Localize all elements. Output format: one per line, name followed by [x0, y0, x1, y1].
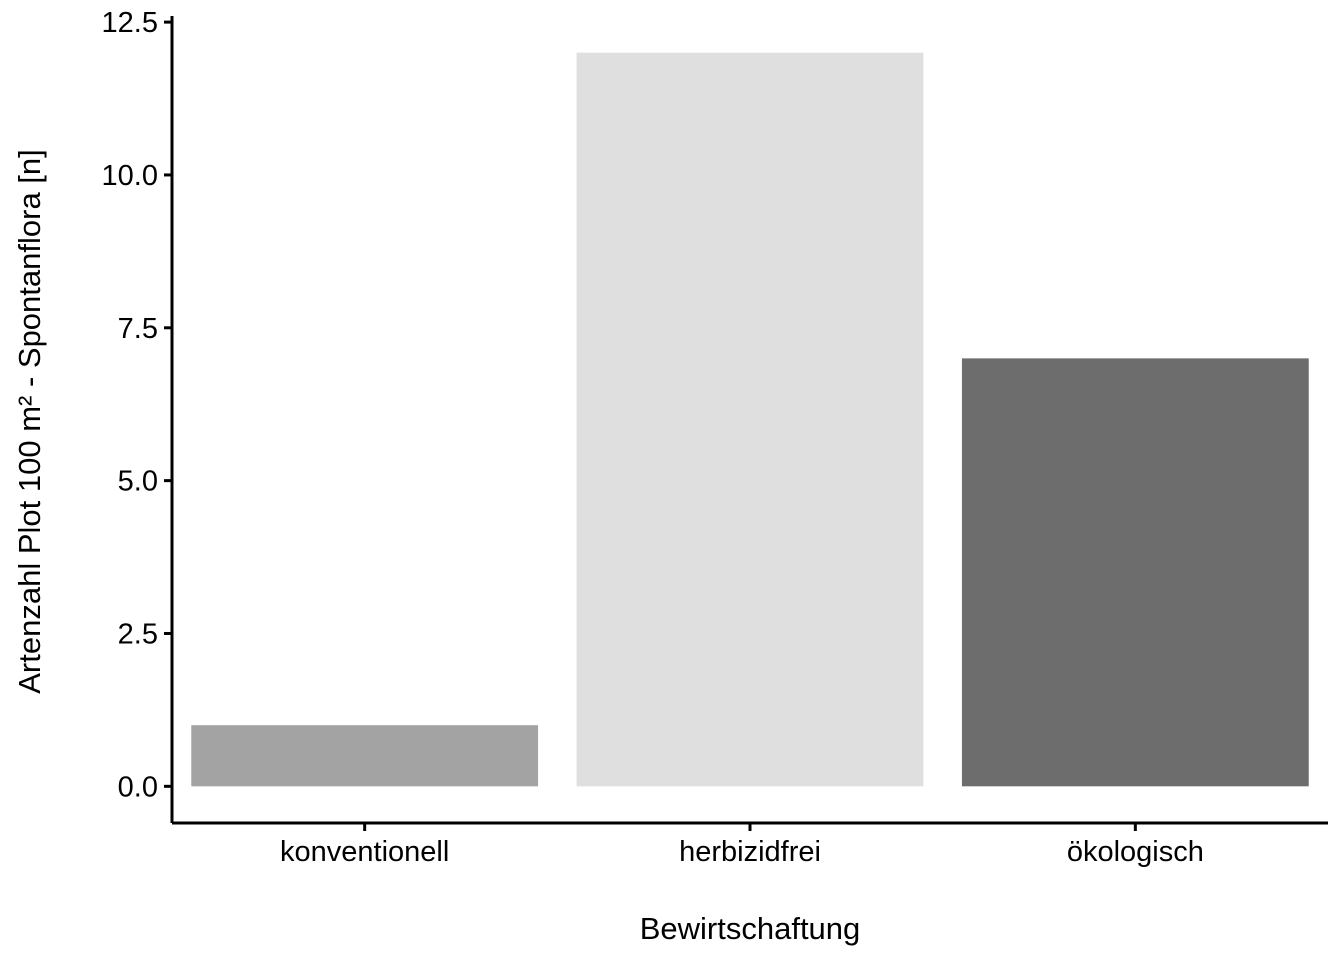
x-axis-ticks: konventionell herbizidfrei ökologisch [280, 823, 1204, 868]
bars-group [191, 52, 1309, 787]
x-axis-title: Bewirtschaftung [640, 911, 861, 946]
y-tick-label: 0.0 [118, 771, 158, 803]
y-tick-label: 7.5 [118, 313, 158, 345]
bar-2 [961, 358, 1309, 787]
y-tick-label: 12.5 [102, 7, 158, 39]
x-tick-label: ökologisch [1067, 836, 1204, 868]
x-tick-label: konventionell [280, 836, 449, 868]
bar-0 [191, 725, 539, 787]
bar-1 [576, 52, 924, 787]
y-tick-label: 2.5 [118, 618, 158, 650]
y-axis-title: Artenzahl Plot 100 m² - Spontanflora [n] [12, 149, 47, 694]
x-tick-label: herbizidfrei [679, 836, 821, 868]
y-tick-label: 5.0 [118, 466, 158, 498]
y-tick-label: 10.0 [102, 160, 158, 192]
y-axis-ticks: 0.0 2.5 5.0 7.5 10.0 12.5 [102, 7, 172, 803]
